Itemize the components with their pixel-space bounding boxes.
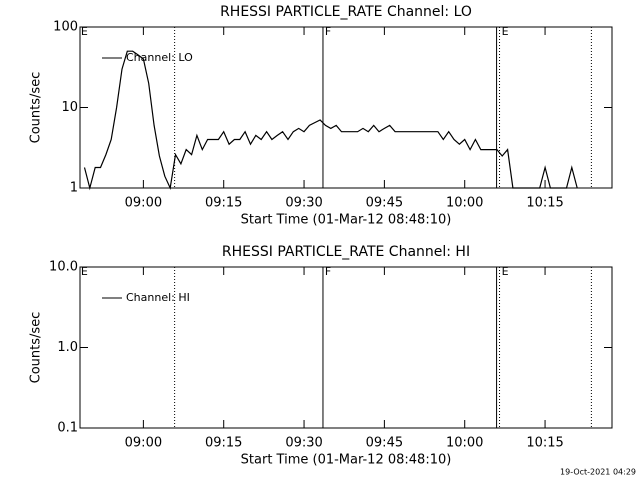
y-tick-label: 10	[61, 100, 78, 115]
x-tick-label: 09:00	[125, 196, 162, 211]
marker-label: E	[502, 25, 509, 38]
marker-label: E	[81, 25, 88, 38]
y-tick-label: 0.1	[57, 421, 78, 436]
y-tick-label: 10.0	[49, 260, 78, 275]
y-tick-label: 1	[70, 181, 78, 196]
x-tick-label: 09:00	[125, 436, 162, 451]
chart-title: RHESSI PARTICLE_RATE Channel: LO	[220, 4, 472, 20]
x-tick-label: 09:30	[285, 436, 322, 451]
x-axis-label: Start Time (01-Mar-12 08:48:10)	[241, 213, 452, 228]
x-tick-label: 09:45	[366, 196, 403, 211]
x-tick-label: 10:00	[446, 196, 483, 211]
x-tick-label: 10:15	[526, 196, 563, 211]
chart-title: RHESSI PARTICLE_RATE Channel: HI	[222, 244, 470, 260]
x-tick-label: 09:45	[366, 436, 403, 451]
marker-label: E	[81, 265, 88, 278]
data-line	[83, 50, 578, 191]
y-tick-label: 1.0	[57, 340, 78, 355]
timestamp: 19-Oct-2021 04:29	[560, 468, 636, 477]
x-tick-label: 09:15	[205, 436, 242, 451]
y-tick-label: 100	[53, 20, 78, 35]
marker-label: E	[502, 265, 509, 278]
x-tick-label: 09:30	[285, 196, 322, 211]
x-tick-label: 10:15	[526, 436, 563, 451]
legend-label: Channel: LO	[126, 51, 193, 64]
marker-label: F	[325, 265, 331, 278]
x-tick-label: 09:15	[205, 196, 242, 211]
marker-label: F	[325, 25, 331, 38]
x-axis-label: Start Time (01-Mar-12 08:48:10)	[241, 453, 452, 468]
legend-label: Channel: HI	[126, 291, 190, 304]
y-axis-label: Counts/sec	[29, 312, 44, 384]
y-axis-label: Counts/sec	[29, 72, 44, 144]
x-tick-label: 10:00	[446, 436, 483, 451]
